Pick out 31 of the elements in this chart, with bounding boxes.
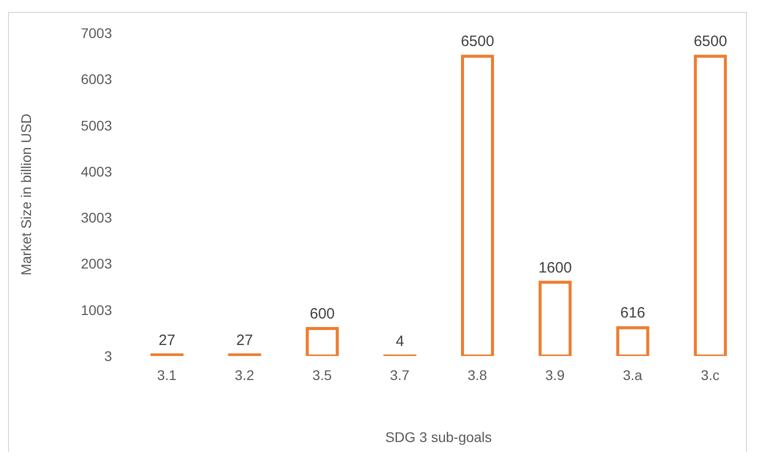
bar (694, 54, 727, 356)
data-label: 6500 (694, 33, 728, 50)
data-label: 4 (396, 332, 404, 350)
bar (616, 326, 650, 356)
y-tick-label: 4003 (80, 163, 112, 180)
y-tick-label: 2003 (80, 256, 112, 272)
bar (306, 326, 339, 356)
x-tick-label: 3.2 (234, 366, 254, 383)
data-label: 6500 (460, 33, 494, 50)
data-label: 616 (620, 304, 646, 322)
data-label: 600 (310, 305, 335, 322)
y-tick-label: 7003 (80, 24, 112, 41)
x-tick-label: 3.c (700, 366, 720, 383)
x-tick-label: 3.7 (390, 366, 410, 383)
data-label: 27 (236, 332, 253, 349)
x-tick-label: 3.a (622, 366, 643, 383)
bar (538, 280, 572, 356)
y-tick-label: 6003 (80, 71, 112, 88)
x-axis-title: SDG 3 sub-goals (385, 429, 492, 445)
data-label: 27 (158, 332, 176, 349)
bar (461, 54, 494, 356)
y-tick-label: 5003 (80, 117, 112, 134)
y-tick-label: 1003 (80, 302, 112, 318)
data-label: 1600 (538, 259, 572, 276)
y-tick-label: 3003 (80, 210, 112, 226)
y-tick-label: 3 (104, 348, 112, 364)
x-tick-label: 3.9 (545, 366, 565, 383)
y-axis-title: Market Size in billion USD (18, 114, 34, 276)
x-tick-label: 3.8 (468, 366, 488, 383)
x-tick-label: 3.1 (157, 366, 177, 383)
x-tick-label: 3.5 (312, 366, 332, 383)
